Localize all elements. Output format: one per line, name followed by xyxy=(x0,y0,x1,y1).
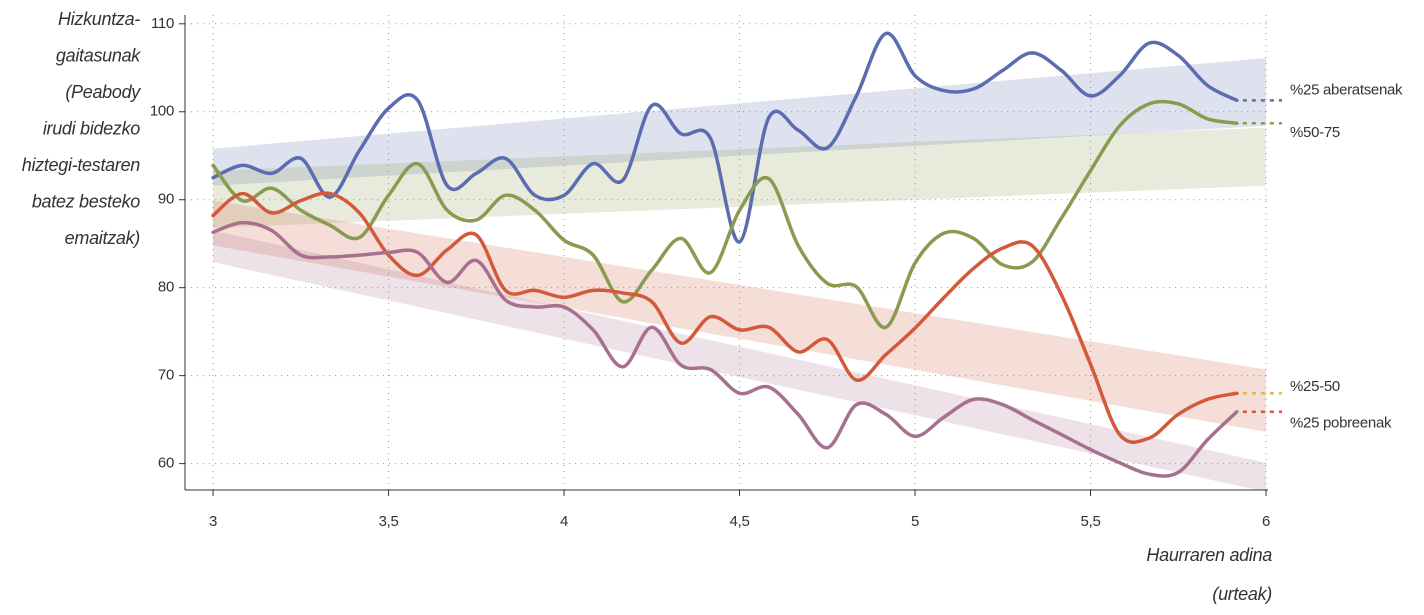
series-label: %25-50 xyxy=(1290,378,1340,395)
trend-band xyxy=(213,127,1267,228)
series-line xyxy=(211,220,1239,478)
x-tick-label: 6 xyxy=(1262,513,1270,530)
y-tick-label: 80 xyxy=(158,279,174,296)
x-axis-title: Haurraren adina xyxy=(1146,545,1272,565)
y-tick-label: 100 xyxy=(150,103,174,120)
series-line xyxy=(211,191,1239,444)
x-tick-label: 5 xyxy=(911,513,919,530)
y-tick-label: 90 xyxy=(158,191,174,208)
axes: 60 70 80 90 100 110 3 3,5 4 4,5 5 5,5 6 Hizkuntza-gai… xyxy=(22,9,1273,604)
y-axis-title: batez besteko xyxy=(32,191,140,211)
y-tick-label: 110 xyxy=(151,15,174,32)
bands xyxy=(213,58,1267,490)
series-label: %25 aberatsenak xyxy=(1290,81,1403,98)
trend-band xyxy=(213,230,1266,490)
y-tick-label: 70 xyxy=(158,367,174,384)
y-tick-label: 60 xyxy=(158,455,174,472)
series-label: %25 pobreenak xyxy=(1290,415,1392,432)
x-tick-label: 4,5 xyxy=(730,513,750,530)
y-axis-title: emaitzak) xyxy=(65,228,140,248)
x-tick-label: 3,5 xyxy=(379,513,399,530)
x-tick-label: 3 xyxy=(209,513,217,530)
x-axis-title: (urteak) xyxy=(1212,584,1272,604)
x-tick-label: 5,5 xyxy=(1081,513,1101,530)
grid xyxy=(185,15,1267,490)
series-line xyxy=(211,31,1239,244)
series-line xyxy=(211,99,1239,330)
y-axis-title: (Peabody xyxy=(65,82,141,102)
y-axis-title: Hizkuntza- xyxy=(58,9,140,29)
y-axis-title: gaitasunak xyxy=(56,45,141,65)
y-axis-title: irudi bidezko xyxy=(43,118,140,138)
trend-band xyxy=(213,58,1267,186)
series-label: %50-75 xyxy=(1290,124,1340,141)
y-axis-title: hiztegi-testaren xyxy=(22,155,141,175)
x-tick-label: 4 xyxy=(560,513,568,530)
lines: %25 aberatsenak %50-75 %25-50 %25 pobreenak xyxy=(211,31,1403,478)
trend-band xyxy=(213,200,1267,432)
